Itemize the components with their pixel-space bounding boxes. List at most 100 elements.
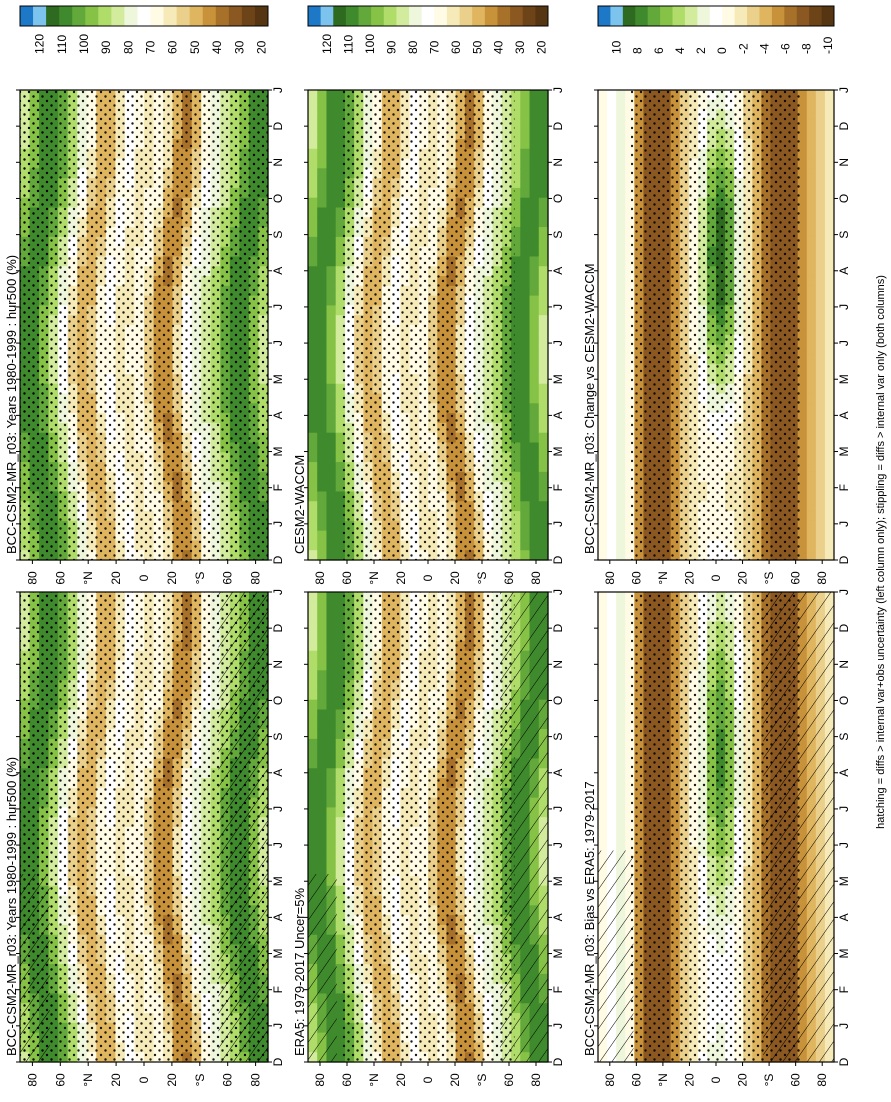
heatmap-cell xyxy=(308,856,318,867)
x-tick-label: M xyxy=(271,374,285,384)
heatmap-cell xyxy=(308,129,318,140)
heatmap-cell xyxy=(308,256,318,267)
x-tick-label: D xyxy=(271,1057,285,1066)
x-tick-label: O xyxy=(271,696,285,705)
x-tick-label: A xyxy=(271,411,285,419)
heatmap-cell xyxy=(308,119,318,130)
heatmap-cell xyxy=(335,601,346,613)
heatmap-cell xyxy=(326,432,337,444)
y-tick-label: 0 xyxy=(137,1076,151,1083)
heatmap-cell xyxy=(326,442,337,453)
x-tick-label: O xyxy=(271,194,285,203)
heatmap-cell xyxy=(335,866,346,877)
heatmap-cell xyxy=(326,413,337,424)
heatmap-cell xyxy=(335,246,346,258)
heatmap-cell xyxy=(335,109,346,120)
heatmap-cell xyxy=(335,983,346,995)
heatmap-cell xyxy=(326,491,337,502)
y-tick-label: 80 xyxy=(249,571,263,585)
heatmap-cell xyxy=(317,846,328,857)
heatmap-cell xyxy=(335,491,346,502)
x-tick-label: A xyxy=(551,769,565,777)
y-tick-label: 60 xyxy=(53,1073,67,1087)
heatmap-cell xyxy=(308,778,318,789)
heatmap-cell xyxy=(308,187,318,199)
x-tick-label: D xyxy=(271,121,285,130)
heatmap-cell xyxy=(308,236,318,248)
heatmap-cell xyxy=(326,680,337,691)
heatmap-cell xyxy=(308,138,318,150)
y-tick-label: °N xyxy=(81,1073,95,1086)
heatmap-cell xyxy=(317,325,328,336)
heatmap-cell xyxy=(317,611,328,622)
heatmap-cell xyxy=(335,148,346,160)
heatmap-cell xyxy=(308,807,318,818)
heatmap-cell xyxy=(308,197,318,209)
colorbar-swatch xyxy=(150,6,164,26)
heatmap-cell xyxy=(326,315,337,326)
heatmap-cell xyxy=(308,520,318,532)
stipple-overlay xyxy=(233,90,268,560)
heatmap-cell xyxy=(308,452,318,463)
heatmap-cell xyxy=(326,787,337,799)
colorbar-swatch xyxy=(189,6,204,26)
heatmap-cell xyxy=(317,462,328,473)
heatmap-cell xyxy=(317,276,328,287)
heatmap-cell xyxy=(335,650,346,662)
heatmap-cell xyxy=(335,699,346,711)
heatmap-cell xyxy=(317,836,328,848)
heatmap-cell xyxy=(317,197,328,209)
heatmap-cell xyxy=(308,787,318,799)
heatmap-cell xyxy=(308,729,318,740)
heatmap-cell xyxy=(317,354,328,365)
heatmap-cell xyxy=(335,520,346,532)
heatmap-cell xyxy=(335,168,346,179)
heatmap-cell xyxy=(308,246,318,258)
heatmap-cell xyxy=(326,846,337,857)
x-tick-label: D xyxy=(271,555,285,564)
heatmap-cell xyxy=(317,650,328,662)
heatmap-cell xyxy=(317,866,328,877)
heatmap-cell xyxy=(317,719,328,730)
heatmap-cell xyxy=(317,807,328,818)
colorbar-label: 120 xyxy=(33,34,47,54)
x-tick-label: J xyxy=(271,806,285,812)
heatmap-cell xyxy=(308,90,318,101)
heatmap-cell xyxy=(317,285,328,297)
heatmap-cell xyxy=(326,266,337,277)
heatmap-cell xyxy=(335,256,346,267)
heatmap-cell xyxy=(308,344,318,355)
heatmap-cell xyxy=(317,520,328,532)
heatmap-cell xyxy=(317,501,328,512)
heatmap-cell xyxy=(335,689,346,701)
heatmap-cell xyxy=(335,758,346,769)
heatmap-cell xyxy=(326,246,337,258)
heatmap-cell xyxy=(335,1042,346,1053)
heatmap-cell xyxy=(335,885,346,897)
heatmap-cell xyxy=(326,178,337,189)
heatmap-cell xyxy=(326,601,337,613)
heatmap-cell xyxy=(317,148,328,160)
x-tick-label: J xyxy=(271,589,285,595)
heatmap-cell xyxy=(308,827,318,838)
heatmap-cell xyxy=(317,601,328,613)
heatmap-cell xyxy=(308,354,318,365)
y-tick-label: 60 xyxy=(221,571,235,585)
heatmap-cell xyxy=(308,413,318,424)
heatmap-cell xyxy=(335,305,346,316)
x-tick-label: A xyxy=(271,769,285,777)
colorbar-frame xyxy=(19,5,269,27)
heatmap-cell xyxy=(317,256,328,267)
x-tick-label: M xyxy=(271,876,285,886)
heatmap-cell xyxy=(326,354,337,365)
heatmap-cell xyxy=(335,611,346,622)
heatmap-cell xyxy=(326,481,337,493)
heatmap-cell xyxy=(335,709,346,720)
colorbar-swatch xyxy=(124,6,138,26)
heatmap-cell xyxy=(317,413,328,424)
y-tick-label: 80 xyxy=(25,571,39,585)
heatmap-cell xyxy=(317,383,328,395)
heatmap-cell xyxy=(308,530,318,542)
heatmap-cell xyxy=(335,817,346,828)
